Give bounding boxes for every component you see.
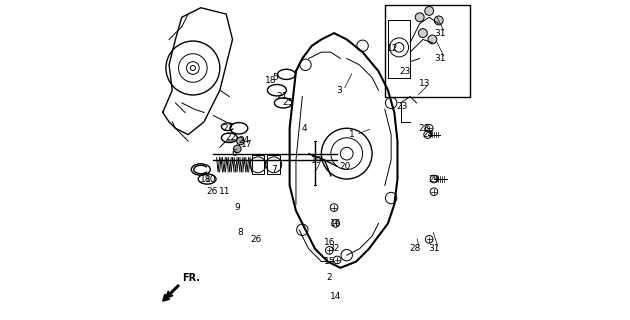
Text: 8: 8: [238, 228, 243, 237]
Text: 18: 18: [265, 76, 277, 85]
Text: 3: 3: [336, 86, 341, 95]
Text: 18: 18: [200, 174, 211, 184]
Text: 11: 11: [219, 187, 231, 196]
Text: 16: 16: [324, 238, 335, 247]
FancyBboxPatch shape: [385, 4, 471, 97]
Text: 26: 26: [206, 187, 217, 196]
Circle shape: [415, 13, 424, 22]
Text: 15: 15: [324, 257, 335, 266]
Circle shape: [237, 137, 244, 145]
Text: 17: 17: [241, 140, 253, 148]
Circle shape: [234, 145, 241, 153]
Text: 26: 26: [251, 235, 262, 244]
Text: 13: 13: [419, 79, 430, 88]
Text: 6: 6: [231, 149, 237, 158]
Text: 28: 28: [422, 130, 433, 139]
Text: 24: 24: [238, 136, 249, 146]
Text: 19: 19: [311, 156, 323, 164]
Circle shape: [434, 16, 443, 25]
Text: 9: 9: [234, 203, 240, 212]
Text: 21: 21: [276, 92, 287, 101]
Text: 22: 22: [226, 133, 236, 142]
Text: 20: 20: [340, 162, 351, 171]
Text: 10: 10: [205, 174, 216, 184]
Text: 31: 31: [435, 54, 446, 63]
FancyBboxPatch shape: [267, 155, 280, 174]
FancyBboxPatch shape: [251, 155, 264, 174]
Text: 7: 7: [271, 165, 277, 174]
Text: 28: 28: [410, 244, 421, 253]
Text: 16: 16: [330, 219, 341, 228]
Text: 31: 31: [428, 244, 440, 253]
Text: 29: 29: [428, 174, 440, 184]
Text: 14: 14: [330, 292, 341, 301]
Text: 5: 5: [272, 73, 278, 82]
Text: 28: 28: [419, 124, 430, 133]
Text: 23: 23: [399, 67, 411, 76]
FancyArrow shape: [163, 285, 179, 301]
Text: 31: 31: [435, 28, 446, 38]
Text: 25: 25: [282, 99, 294, 108]
Circle shape: [418, 29, 427, 37]
Text: 2: 2: [326, 273, 332, 282]
Text: FR.: FR.: [182, 273, 200, 283]
Text: 27: 27: [222, 124, 234, 133]
Text: 32: 32: [328, 244, 340, 253]
Circle shape: [428, 35, 437, 44]
Text: 12: 12: [387, 44, 398, 53]
Text: 4: 4: [301, 124, 307, 133]
Text: 1: 1: [348, 130, 354, 139]
Circle shape: [425, 6, 433, 15]
Text: 23: 23: [396, 101, 408, 111]
